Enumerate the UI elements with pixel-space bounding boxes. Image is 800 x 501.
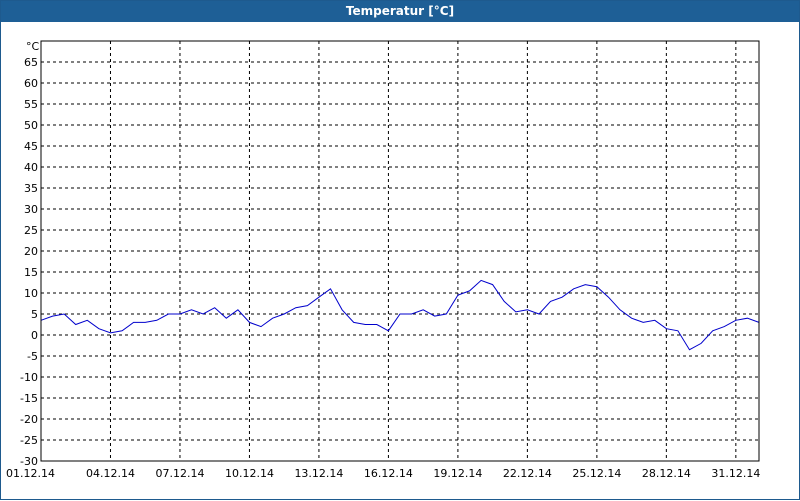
y-tick-label: 30 [24, 203, 38, 216]
x-tick-label: 19.12.14 [433, 467, 482, 480]
y-tick-label: -5 [27, 350, 38, 363]
x-tick-label: 10.12.14 [225, 467, 274, 480]
y-axis-tick-labels: -30 -25 -20 -15 -10 -5 0 5 10 15 20 25 30 35 40 45 50 55 6… [20, 56, 38, 468]
y-tick-label: 0 [31, 329, 38, 342]
window-title: Temperatur [°C] [1, 1, 799, 22]
x-axis-tick-labels: 01.12.14 04.12.14 07.12.14 10.12.14 13.12.14… [6, 467, 760, 480]
x-tick-label: 01.12.14 [6, 467, 55, 480]
y-tick-label: -15 [20, 392, 38, 405]
y-tick-label: 35 [24, 182, 38, 195]
y-tick-label: 45 [24, 140, 38, 153]
series-layer [40, 279, 760, 351]
x-tick-label: 04.12.14 [86, 467, 135, 480]
y-tick-label: 5 [31, 308, 38, 321]
x-tick-label: 07.12.14 [155, 467, 204, 480]
y-tick-label: 15 [24, 266, 38, 279]
y-tick-label: 65 [24, 56, 38, 69]
x-tick-label: 13.12.14 [294, 467, 343, 480]
y-tick-label: 55 [24, 98, 38, 111]
temperature-series-line [40, 279, 760, 351]
y-tick-label: 60 [24, 77, 38, 90]
y-tick-label: 40 [24, 161, 38, 174]
y-tick-label: 20 [24, 245, 38, 258]
grid [41, 41, 759, 462]
y-tick-label: 25 [24, 224, 38, 237]
x-tick-label: 16.12.14 [364, 467, 413, 480]
x-tick-label: 22.12.14 [503, 467, 552, 480]
y-tick-label: -30 [20, 455, 38, 468]
y-tick-label: 50 [24, 119, 38, 132]
y-axis-unit-label: °C [26, 40, 40, 53]
x-tick-label: 25.12.14 [572, 467, 621, 480]
x-tick-label: 28.12.14 [642, 467, 691, 480]
x-tick-label: 31.12.14 [711, 467, 760, 480]
y-tick-label: 10 [24, 287, 38, 300]
plot-area-frame [40, 40, 760, 462]
temperature-chart: -30 -25 -20 -15 -10 -5 0 5 10 15 20 25 30 35 40 45 50 55 6… [6, 40, 760, 480]
y-tick-label: -10 [20, 371, 38, 384]
y-tick-label: -20 [20, 413, 38, 426]
y-tick-label: -25 [20, 434, 38, 447]
